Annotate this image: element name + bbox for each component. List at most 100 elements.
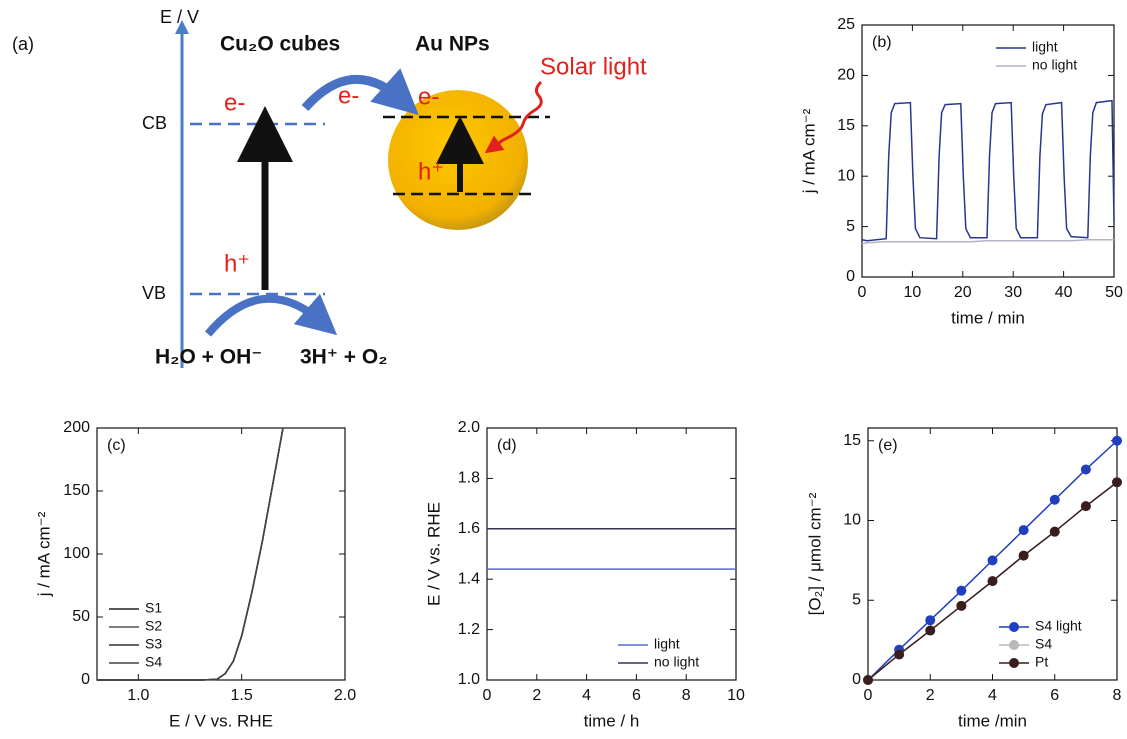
marker [1049,526,1060,537]
marker [1112,477,1122,488]
y-tick-label: 15 [837,117,855,134]
x-tick-label: 4 [988,687,997,704]
marker [925,615,936,626]
y-tick-label: 5 [846,218,855,235]
marker [925,625,936,636]
legend-marker [1009,658,1019,668]
legend-label: Pt [1035,654,1048,670]
x-tick-label: 1.5 [231,687,253,704]
hole: h⁺ [418,158,444,185]
marker [1018,550,1029,561]
legend-label: S4 light [1035,618,1082,634]
series-line [97,427,284,681]
y-tick-label: 200 [63,419,90,436]
marker [987,555,998,566]
x-tick-label: 1.0 [127,687,149,704]
x-tick-label: 6 [632,687,641,704]
x-tick-label: 10 [904,284,922,301]
x-tick-label: 0 [864,687,873,704]
panel-label: (e) [878,437,898,454]
y-tick-label: 1.8 [458,470,480,487]
y-tick-label: 0 [852,671,861,688]
chart: 1.0 1.5 2.0 0 50 100 150 200 (c) E / V vs. RHE j /… [34,419,356,730]
plot-frame [861,24,1115,278]
x-tick-label: 6 [1050,687,1059,704]
marker [1080,501,1091,512]
products: 3H⁺ + O₂ [300,346,388,369]
electron: e- [224,89,245,116]
x-tick-label: 2 [532,687,541,704]
x-tick-label: 8 [1113,687,1122,704]
legend-label: light [1032,39,1058,55]
x-tick-label: 20 [954,284,972,301]
reactants: H₂O + OH⁻ [155,346,262,369]
legend-marker [1009,622,1019,632]
band-label: CB [142,113,167,133]
legend-label: no light [1032,57,1077,73]
legend-label: no light [654,654,699,670]
legend-label: S3 [145,636,162,652]
y-axis-label: j / mA cm⁻² [799,108,818,194]
title: Au NPs [415,33,490,56]
y-tick-label: 20 [837,67,855,84]
y-tick-label: 25 [837,16,855,33]
light-label: Solar light [540,53,647,80]
legend-label: S4 [145,654,162,670]
plot-frame [96,427,346,681]
x-axis-label: E / V vs. RHE [169,711,273,730]
x-tick-label: 4 [582,687,591,704]
title: Cu₂O cubes [220,33,340,56]
series-line [97,427,284,681]
x-tick-label: 40 [1055,284,1073,301]
series-line [97,427,284,681]
x-axis-label: time / h [584,711,640,730]
y-tick-label: 1.6 [458,520,480,537]
marker [1049,494,1060,505]
plot-frame [867,427,1118,681]
marker [1112,435,1122,446]
y-tick-label: 0 [81,671,90,688]
transfer-arrow [301,68,419,116]
marker [894,649,905,660]
oxidation-arrow [204,293,338,337]
x-tick-label: 30 [1004,284,1022,301]
electron: e- [418,83,439,110]
x-axis-label: time / min [951,308,1025,327]
plot-frame [486,427,737,681]
y-axis-label: [O₂] / μmol cm⁻² [805,492,824,615]
panel-label: (a) [12,34,34,54]
y-tick-label: 5 [852,591,861,608]
y-tick-label: 50 [72,608,90,625]
axis-arrow [175,20,189,34]
marker [863,675,873,685]
legend-label: S4 [1035,636,1052,652]
x-tick-label: 8 [682,687,691,704]
light-arrow [484,80,543,154]
legend-label: light [654,636,680,652]
y-axis-label: j / mA cm⁻² [34,511,53,597]
axis-label: E / V [160,7,199,27]
x-axis-label: time /min [958,711,1027,730]
y-tick-label: 1.0 [458,671,480,688]
series-line [97,427,284,681]
marker [956,585,967,596]
electron: e- [338,82,359,109]
hole: h⁺ [224,250,250,277]
marker [1080,464,1091,475]
x-tick-label: 2.0 [334,687,356,704]
marker [987,576,998,587]
y-axis-label: E / V vs. RHE [424,502,443,606]
x-tick-label: 0 [483,687,492,704]
legend-label: S2 [145,618,162,634]
panel-label: (d) [497,437,517,454]
y-tick-label: 15 [843,432,861,449]
series-line [861,238,1114,245]
panel-label: (c) [107,437,126,454]
y-tick-label: 100 [63,545,90,562]
y-tick-label: 150 [63,482,90,499]
panel-label: (b) [872,34,892,51]
y-tick-label: 0 [846,268,855,285]
legend-label: S1 [145,600,162,616]
